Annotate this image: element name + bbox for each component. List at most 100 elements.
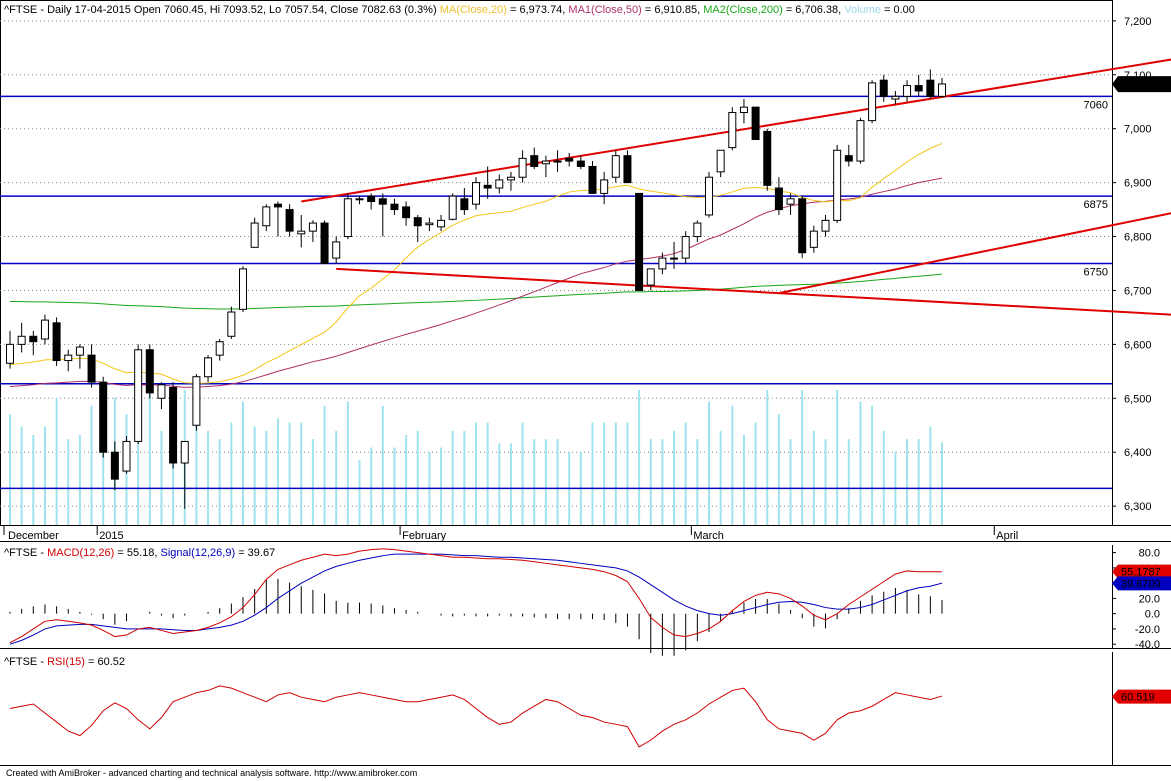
candle-body	[122, 440, 131, 472]
rsi-panel: 60.519	[0, 652, 1171, 766]
candle	[856, 117, 865, 164]
candle	[239, 266, 247, 313]
month-label: March	[693, 530, 724, 542]
candle-body	[134, 349, 143, 442]
candle-body	[658, 257, 667, 270]
candle-body	[530, 155, 539, 167]
trendline	[301, 58, 1171, 203]
candle-body	[402, 206, 411, 219]
candle-body	[367, 195, 376, 202]
candle-body	[751, 106, 760, 140]
candle	[157, 382, 166, 410]
ma200-value: = 6,706.38,	[786, 4, 841, 16]
candle-body	[611, 155, 620, 178]
price-tick-label: 6,600	[1124, 339, 1152, 351]
candle	[541, 155, 550, 178]
candle	[739, 99, 748, 124]
candle	[646, 268, 655, 291]
rsi-value: = 60.52	[88, 656, 125, 668]
candle-body	[99, 381, 108, 453]
candle-body	[646, 268, 655, 286]
candle	[180, 440, 189, 509]
rsi-value-label: 60.519	[1121, 692, 1155, 704]
macd-panel: 80.060.040.020.00.0-20.0-40.055.178739.6…	[0, 545, 1171, 656]
candle	[681, 231, 690, 264]
candle	[728, 107, 737, 151]
candle	[576, 155, 585, 170]
macd-tick-label: 0.0	[1145, 609, 1160, 621]
candle-body	[308, 222, 317, 232]
rsi-symbol: ^FTSE	[4, 656, 37, 668]
last-price-label: 7,082.63	[1121, 79, 1164, 91]
candle	[390, 198, 399, 215]
month-label: December	[8, 530, 59, 542]
candle-body	[600, 179, 609, 194]
candle-body	[273, 203, 282, 208]
candle	[17, 322, 26, 353]
candle-body	[588, 165, 597, 194]
candle-body	[914, 85, 923, 92]
last-price-tag	[1112, 76, 1171, 93]
candle-body	[891, 95, 900, 100]
candle-body	[774, 187, 783, 211]
candle-body	[192, 376, 201, 426]
candle	[623, 150, 632, 184]
rsi-value-tag	[1112, 689, 1171, 704]
candle-body	[483, 184, 492, 189]
candle	[926, 69, 935, 100]
ma20-label: MA(Close,20)	[440, 4, 507, 16]
candle	[763, 128, 772, 191]
horizontal-level-label: 6750	[1084, 267, 1108, 279]
candle-body	[355, 198, 364, 201]
price-tick-label: 6,500	[1124, 393, 1152, 405]
candle-body	[903, 85, 912, 97]
macd-tick-label: 20.0	[1139, 593, 1160, 605]
signal-value-tag	[1112, 576, 1171, 591]
candle-body	[239, 268, 247, 310]
candle	[868, 80, 877, 124]
candle-body	[145, 349, 154, 394]
candle	[262, 204, 271, 232]
price-tick-label: 7,000	[1124, 124, 1152, 136]
price-panel: 6,300 6,400 6,500 6,600 6,700 6,800 6,900 7,000…	[0, 0, 1171, 542]
ma20-value: = 6,973.74,	[510, 4, 565, 16]
candle	[273, 201, 282, 237]
candle	[938, 78, 946, 98]
macd-tick-label: -40.0	[1135, 639, 1160, 651]
candle	[879, 74, 888, 102]
candle	[343, 193, 352, 240]
candle-body	[460, 198, 469, 211]
candle-body	[437, 219, 446, 228]
macd-symbol: ^FTSE	[4, 547, 37, 559]
candle-body	[204, 357, 213, 378]
candle-body	[518, 157, 527, 178]
candle-body	[670, 257, 679, 260]
candle	[635, 192, 644, 291]
candle	[250, 217, 259, 248]
candle-body	[157, 384, 166, 399]
price-tick-label: 6,700	[1124, 285, 1152, 297]
candle	[169, 382, 178, 469]
candle	[600, 171, 609, 205]
candle	[774, 177, 783, 215]
candle	[308, 220, 317, 242]
candle-body	[17, 335, 26, 345]
candle-body	[52, 322, 61, 362]
candle-body	[809, 230, 818, 248]
month-label: 2015	[99, 530, 123, 542]
candle-body	[29, 335, 38, 343]
candle-body	[495, 179, 504, 189]
candle	[320, 220, 329, 265]
candle-body	[180, 440, 189, 464]
candle	[297, 214, 306, 248]
candle	[693, 220, 702, 242]
price-tick-label: 6,900	[1124, 178, 1152, 190]
candle	[437, 214, 446, 232]
candle-body	[635, 192, 644, 291]
candle-body	[64, 354, 73, 362]
candle	[378, 193, 387, 237]
candle-body	[285, 209, 294, 232]
candle	[809, 225, 818, 253]
candle-body	[693, 222, 702, 238]
